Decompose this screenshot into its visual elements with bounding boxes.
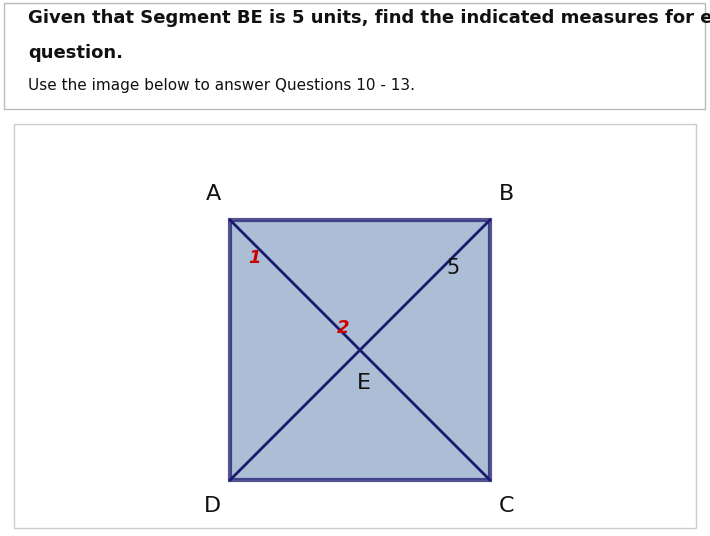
Text: 5: 5 xyxy=(447,258,459,278)
Text: question.: question. xyxy=(28,44,124,62)
Text: B: B xyxy=(498,184,514,204)
Text: D: D xyxy=(204,496,222,516)
Text: E: E xyxy=(356,373,371,393)
Text: 1: 1 xyxy=(248,249,261,267)
Text: C: C xyxy=(498,496,514,516)
FancyBboxPatch shape xyxy=(14,124,696,527)
Text: 2: 2 xyxy=(337,319,349,337)
Text: A: A xyxy=(206,184,222,204)
Text: Use the image below to answer Questions 10 - 13.: Use the image below to answer Questions … xyxy=(28,78,415,93)
Text: Given that Segment BE is 5 units, find the indicated measures for each: Given that Segment BE is 5 units, find t… xyxy=(28,9,710,27)
Polygon shape xyxy=(230,220,490,480)
FancyBboxPatch shape xyxy=(4,3,705,109)
